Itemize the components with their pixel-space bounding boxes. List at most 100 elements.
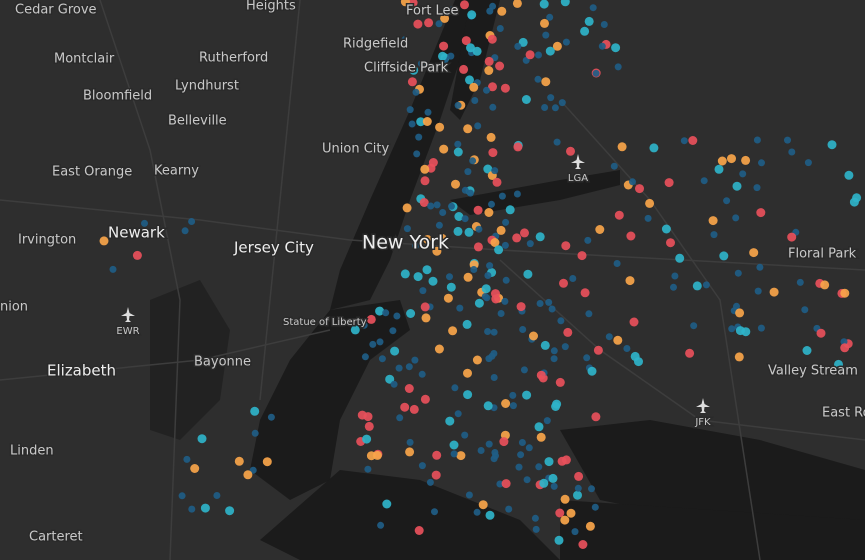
dot xyxy=(769,287,779,297)
dot xyxy=(411,356,419,364)
dot xyxy=(484,208,494,217)
dot xyxy=(433,201,441,209)
dot xyxy=(551,104,559,112)
dot xyxy=(434,344,444,354)
dot xyxy=(406,106,414,114)
dot xyxy=(502,276,510,284)
dot xyxy=(680,137,688,145)
place-label: Montclair xyxy=(54,52,115,67)
dot xyxy=(688,136,698,145)
dot xyxy=(585,310,593,318)
dot xyxy=(671,272,679,280)
dot xyxy=(566,508,576,518)
dot xyxy=(509,391,517,399)
dot xyxy=(505,505,513,513)
dot xyxy=(431,508,438,516)
dot xyxy=(614,63,622,71)
dot xyxy=(649,143,659,153)
place-label: Elizabeth xyxy=(47,362,116,380)
dot xyxy=(473,242,483,252)
dot xyxy=(635,184,644,194)
dot xyxy=(364,465,372,473)
dot xyxy=(560,494,570,504)
dot xyxy=(402,203,412,213)
dot xyxy=(409,65,419,75)
dot xyxy=(471,97,479,104)
dot xyxy=(558,99,566,107)
dot xyxy=(539,0,549,9)
dot xyxy=(419,287,427,295)
dot xyxy=(361,353,369,361)
dot xyxy=(456,304,464,312)
dot xyxy=(501,241,509,249)
dot xyxy=(454,140,462,148)
place-label: Linden xyxy=(10,444,54,459)
dot xyxy=(470,266,478,273)
dot xyxy=(446,282,456,292)
dot xyxy=(796,278,804,286)
dot xyxy=(487,34,497,44)
dot xyxy=(477,447,485,454)
dot xyxy=(364,421,374,431)
dot xyxy=(685,348,695,358)
airport-label: LGA xyxy=(568,173,588,184)
dot xyxy=(495,61,505,71)
dot xyxy=(513,142,523,152)
dot xyxy=(406,438,414,446)
dot xyxy=(459,64,469,74)
dot xyxy=(523,476,531,484)
dot xyxy=(555,508,565,518)
dot xyxy=(569,275,577,282)
dot xyxy=(431,470,441,480)
dot xyxy=(424,18,434,28)
dot xyxy=(415,133,423,141)
dot xyxy=(519,326,527,333)
dot xyxy=(690,322,698,330)
dot xyxy=(583,354,591,362)
dot xyxy=(754,287,762,295)
dot xyxy=(566,146,575,156)
dot xyxy=(834,359,843,369)
dot xyxy=(548,305,556,313)
dot xyxy=(509,402,517,410)
dot xyxy=(409,404,419,414)
dot xyxy=(610,162,618,170)
dot xyxy=(545,298,553,306)
dot xyxy=(188,218,196,225)
dot xyxy=(432,246,442,256)
dot xyxy=(550,482,558,490)
dot xyxy=(518,37,528,47)
dot xyxy=(852,193,862,203)
dot xyxy=(400,0,410,7)
dot xyxy=(406,309,416,318)
dot xyxy=(550,355,558,363)
dot xyxy=(420,302,430,312)
dot xyxy=(435,20,443,28)
dot xyxy=(375,306,385,316)
dot xyxy=(675,253,685,263)
dot xyxy=(732,181,742,191)
dot xyxy=(719,251,729,261)
dot xyxy=(802,346,812,355)
dot xyxy=(466,189,474,197)
dot xyxy=(496,225,506,235)
place-label: East Ro xyxy=(822,406,865,421)
dot xyxy=(453,226,463,236)
dot xyxy=(840,343,850,353)
dot xyxy=(534,422,544,432)
dot xyxy=(536,432,546,442)
place-label: nion xyxy=(0,300,28,315)
dot xyxy=(453,147,463,157)
dot xyxy=(536,300,544,307)
dot xyxy=(588,485,595,493)
place-label: New York xyxy=(362,232,449,254)
dot xyxy=(423,235,433,244)
dot xyxy=(422,265,432,275)
dot xyxy=(756,208,766,218)
dot xyxy=(541,104,549,111)
dot xyxy=(443,293,453,303)
dot xyxy=(438,51,447,61)
dot xyxy=(543,417,551,425)
dot xyxy=(577,251,587,261)
dot xyxy=(486,132,496,142)
